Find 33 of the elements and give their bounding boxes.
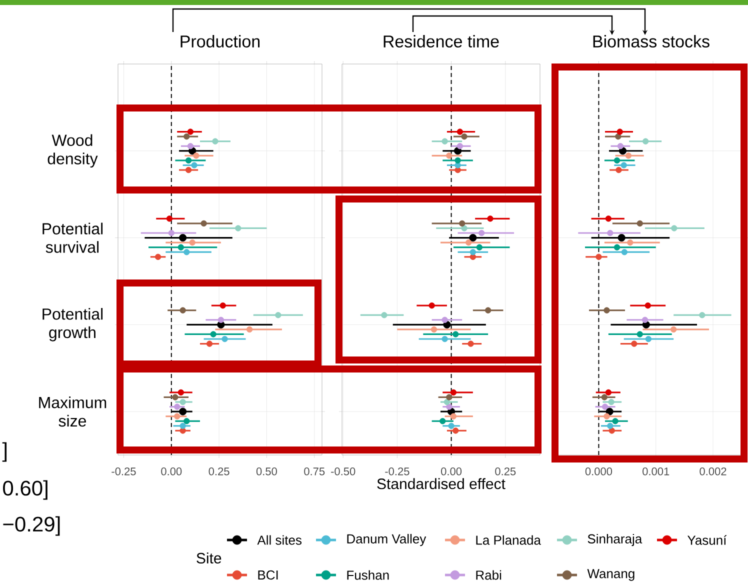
x-tick-label: 0.001: [642, 468, 670, 476]
legend-label: Wanang: [587, 569, 634, 581]
legend-label: Yasuní: [687, 535, 727, 545]
text: ]: [2, 442, 7, 462]
x-tick-label: 0.000: [585, 468, 612, 476]
x-tick-label: 0.25: [208, 468, 230, 476]
legend-label: All sites: [257, 535, 302, 545]
x-tick-label: 0.00: [441, 468, 462, 476]
x-tick-label: 0.002: [700, 468, 726, 476]
y-tick-label: Wood density: [48, 134, 98, 168]
legend-label: Sinharaja: [588, 534, 642, 546]
x-axis-title: Standardised effect: [377, 478, 506, 490]
x-tick-label: -0.50: [331, 468, 356, 476]
x-tick-label: 0.25: [495, 468, 516, 476]
x-tick-label: -0.25: [385, 468, 410, 476]
legend-label: Fushan: [347, 570, 389, 580]
legend-label: Danum Valley: [347, 534, 426, 546]
x-tick-label: 0.50: [256, 468, 277, 476]
x-tick-label: 0.00: [161, 468, 182, 476]
y-tick-label: Potential survival: [42, 222, 103, 253]
text: −0.29]: [3, 516, 60, 536]
x-tick-label: -0.25: [112, 468, 136, 476]
legend-title: Site: [196, 552, 222, 564]
text: 0.60]: [3, 480, 48, 500]
y-tick-label: Potential growth: [42, 308, 103, 342]
chart-title: Biomass stocks: [593, 35, 710, 48]
legend-label: BCI: [258, 570, 278, 580]
chart-title: Residence time: [384, 35, 499, 48]
legend-label: La Planada: [476, 535, 541, 545]
legend-label: Rabi: [476, 570, 502, 580]
x-tick-label: 0.75: [304, 468, 325, 476]
chart-title: Production: [180, 35, 260, 48]
y-tick-label: Maximum size: [39, 396, 106, 427]
